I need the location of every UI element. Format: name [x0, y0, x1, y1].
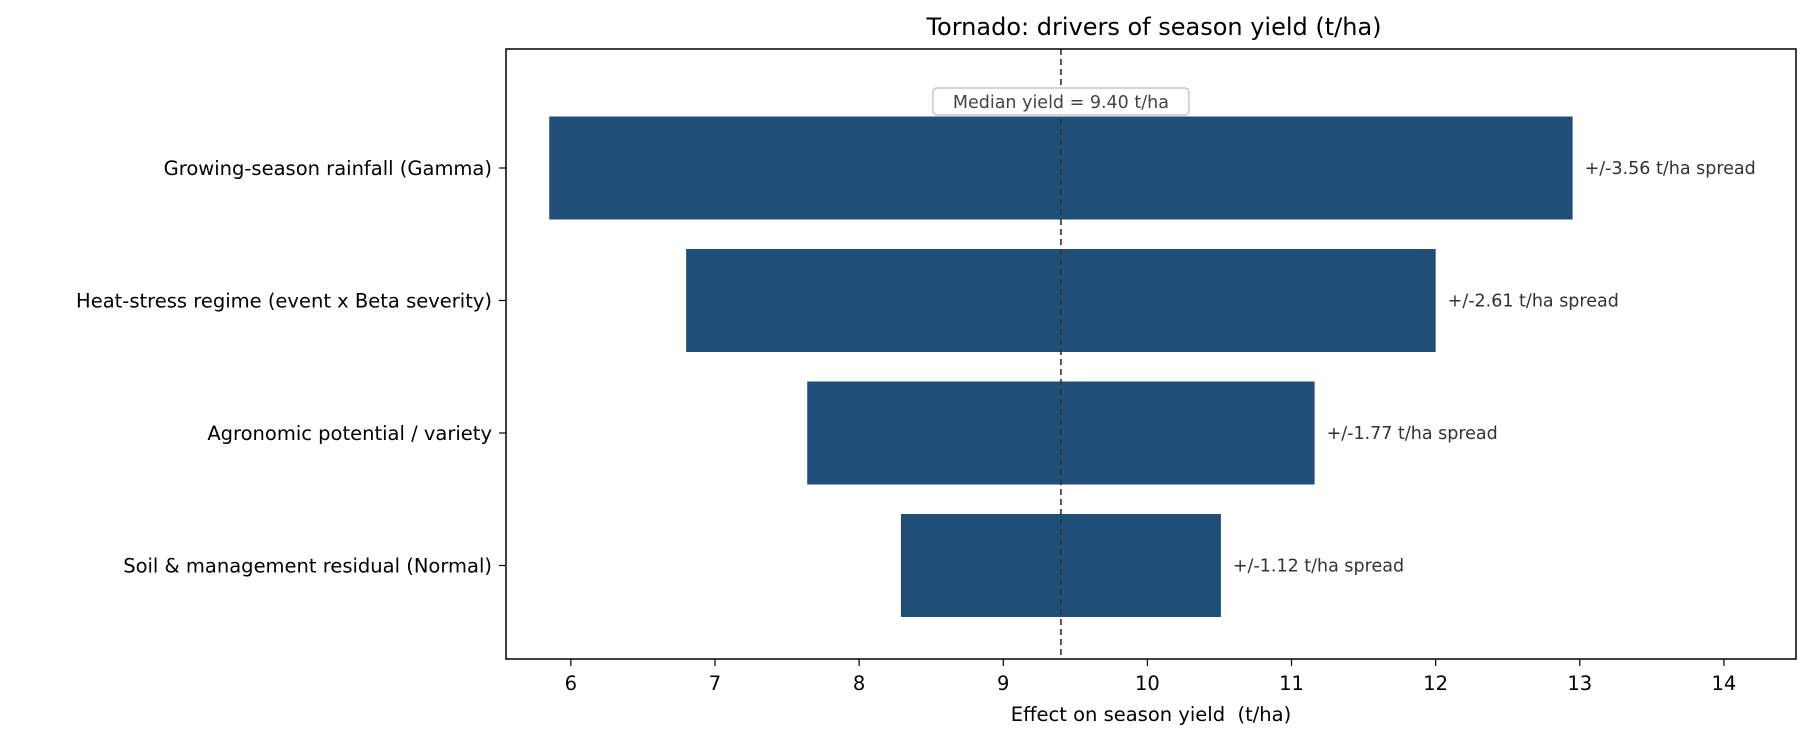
x-tick-label: 6 [565, 672, 577, 695]
chart-title: Tornado: drivers of season yield (t/ha) [925, 13, 1381, 41]
bar-value-label: +/-1.77 t/ha spread [1327, 424, 1498, 444]
x-tick-label: 8 [853, 672, 865, 695]
y-tick-label: Heat-stress regime (event x Beta severit… [76, 290, 492, 313]
bars-layer: +/-3.56 t/ha spread +/-2.61 t/ha spread +/… [549, 116, 1756, 617]
bar-value-label: +/-2.61 t/ha spread [1448, 292, 1619, 312]
bar-value-label: +/-3.56 t/ha spread [1585, 159, 1756, 179]
axes-layer: Growing-season rainfall (Gamma) Heat-stre… [76, 157, 1736, 695]
x-axis-label: Effect on season yield (t/ha) [1011, 703, 1291, 726]
x-tick-label: 13 [1567, 672, 1592, 695]
x-tick-label: 9 [997, 672, 1009, 695]
y-tick-label: Growing-season rainfall (Gamma) [164, 157, 492, 180]
median-label: Median yield = 9.40 t/ha [953, 93, 1169, 113]
median-label-box [932, 87, 1190, 116]
x-tick-label: 11 [1279, 672, 1304, 695]
plot-frame [505, 48, 1797, 660]
x-tick-label: 7 [709, 672, 721, 695]
x-tick-label: 10 [1135, 672, 1160, 695]
y-tick-label: Soil & management residual (Normal) [123, 555, 492, 578]
y-tick-label: Agronomic potential / variety [207, 422, 492, 445]
x-tick-label: 14 [1712, 672, 1737, 695]
x-tick-label: 12 [1423, 672, 1448, 695]
bar-value-label: +/-1.12 t/ha spread [1233, 557, 1404, 577]
median-layer: Median yield = 9.40 t/ha [932, 49, 1190, 659]
